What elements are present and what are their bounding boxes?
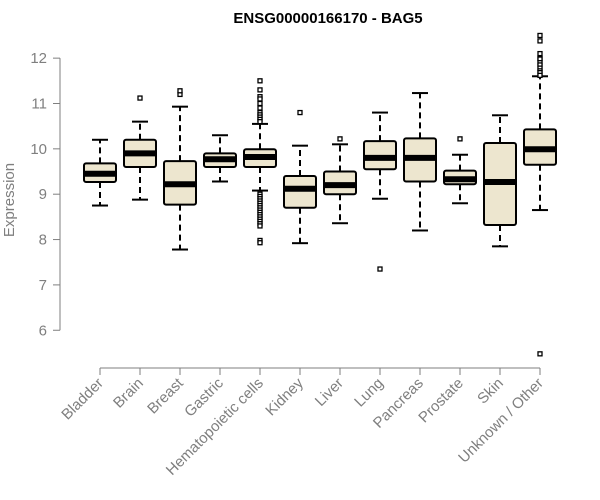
box-series <box>83 32 557 357</box>
box-bladder <box>83 138 117 207</box>
y-tick-label: 8 <box>39 232 47 249</box>
outlier-point <box>177 88 183 94</box>
y-tick-label: 9 <box>39 186 47 203</box>
box-liver <box>323 136 357 225</box>
outlier-point <box>377 266 383 272</box>
box-iqr <box>283 175 317 209</box>
x-tick-label: Breast <box>144 374 187 417</box>
y-axis-label: Expression <box>1 163 18 237</box>
outlier-point <box>537 38 543 44</box>
box-brain <box>123 95 157 201</box>
outlier-point <box>257 96 263 102</box>
box-hematopoietic-cells <box>243 78 277 246</box>
outlier-point <box>537 72 543 79</box>
x-tick-label: Brain <box>110 375 147 412</box>
box-skin <box>483 114 517 248</box>
box-kidney <box>283 109 317 245</box>
outlier-point <box>537 351 543 357</box>
box-lung <box>363 111 397 272</box>
box-gastric <box>203 134 237 183</box>
y-tick-label: 6 <box>39 322 47 339</box>
x-tick-label: Skin <box>474 375 507 408</box>
x-tick-label: Bladder <box>58 375 107 424</box>
outlier-point <box>257 87 263 93</box>
chart-title: ENSG00000166170 - BAG5 <box>233 10 422 27</box>
outlier-point <box>257 223 263 229</box>
y-tick-label: 7 <box>39 277 47 294</box>
box-unknown-other <box>523 32 557 357</box>
outlier-point <box>257 240 263 246</box>
outlier-point <box>297 109 303 116</box>
y-tick-label: 11 <box>31 95 47 112</box>
y-tick-label: 12 <box>30 50 47 67</box>
outlier-point <box>257 118 263 125</box>
y-axis: 6 7 8 9 10 11 12 <box>30 50 61 339</box>
x-tick-label: Lung <box>351 375 387 411</box>
box-prostate <box>443 136 477 205</box>
box-breast <box>163 88 197 251</box>
x-tick-label: Kidney <box>262 374 307 419</box>
x-tick-label: Liver <box>312 375 347 410</box>
outlier-point <box>337 136 343 142</box>
x-tick-label: Prostate <box>415 375 467 427</box>
outlier-point <box>137 95 143 101</box>
box-pancreas <box>403 92 437 232</box>
outlier-point <box>257 100 263 107</box>
outlier-point <box>457 136 463 142</box>
outlier-point <box>257 105 263 111</box>
outlier-point <box>537 32 543 39</box>
outlier-point <box>537 50 543 57</box>
outlier-point <box>257 78 263 84</box>
y-tick-label: 10 <box>30 141 47 158</box>
